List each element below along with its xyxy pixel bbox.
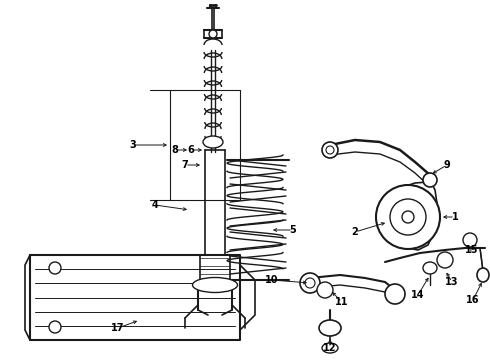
Circle shape [437, 252, 453, 268]
Text: 15: 15 [465, 245, 479, 255]
Text: 16: 16 [466, 295, 480, 305]
Ellipse shape [203, 136, 223, 148]
Text: 3: 3 [130, 140, 136, 150]
Text: 2: 2 [352, 227, 358, 237]
Text: 13: 13 [445, 277, 459, 287]
Ellipse shape [423, 262, 437, 274]
Ellipse shape [319, 320, 341, 336]
Text: 11: 11 [335, 297, 349, 307]
Circle shape [376, 185, 440, 249]
Text: 4: 4 [151, 200, 158, 210]
Ellipse shape [477, 268, 489, 282]
Text: 12: 12 [323, 343, 337, 353]
Circle shape [326, 146, 334, 154]
Circle shape [317, 282, 333, 298]
Circle shape [423, 173, 437, 187]
Circle shape [385, 284, 405, 304]
Text: 5: 5 [290, 225, 296, 235]
Text: 7: 7 [182, 160, 188, 170]
Circle shape [322, 142, 338, 158]
Text: 6: 6 [188, 145, 195, 155]
Text: 10: 10 [265, 275, 279, 285]
Ellipse shape [322, 343, 338, 353]
Circle shape [209, 30, 217, 38]
Text: 17: 17 [111, 323, 125, 333]
Text: 8: 8 [172, 145, 178, 155]
Circle shape [300, 273, 320, 293]
Circle shape [49, 321, 61, 333]
Circle shape [305, 278, 315, 288]
Circle shape [49, 262, 61, 274]
Ellipse shape [193, 278, 238, 292]
Text: 14: 14 [411, 290, 425, 300]
Text: 1: 1 [452, 212, 458, 222]
Circle shape [463, 233, 477, 247]
Text: 9: 9 [443, 160, 450, 170]
Circle shape [390, 199, 426, 235]
Circle shape [402, 211, 414, 223]
